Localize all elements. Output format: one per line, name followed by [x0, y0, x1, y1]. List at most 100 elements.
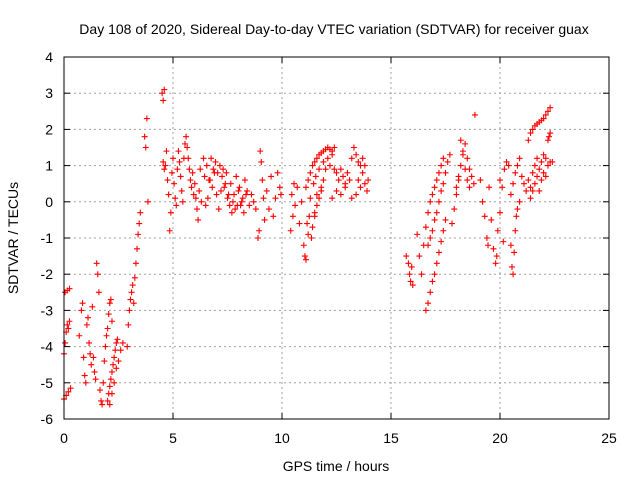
data-point [177, 173, 184, 180]
data-point [79, 300, 86, 307]
data-point [268, 173, 275, 180]
data-point [301, 253, 308, 260]
data-point [438, 162, 445, 169]
data-point [529, 126, 536, 133]
data-point [403, 253, 410, 260]
data-point [529, 169, 536, 176]
data-point [67, 385, 74, 392]
grid-lines [64, 57, 609, 419]
data-point [166, 227, 173, 234]
data-point [83, 321, 90, 328]
data-point [479, 198, 486, 205]
data-point [213, 191, 220, 198]
x-tick-label: 5 [169, 430, 177, 446]
data-point [221, 184, 228, 191]
data-point [449, 220, 456, 227]
data-point [311, 158, 318, 165]
data-point [210, 166, 217, 173]
data-point [514, 162, 521, 169]
data-point [444, 158, 451, 165]
data-point [127, 296, 134, 303]
data-point [333, 169, 340, 176]
data-point [547, 104, 554, 111]
data-point [119, 339, 126, 346]
data-point [108, 390, 115, 397]
data-point [425, 242, 432, 249]
data-point [406, 271, 413, 278]
data-point [326, 162, 333, 169]
data-point [142, 144, 149, 151]
data-point [494, 227, 501, 234]
data-point [215, 206, 222, 213]
data-point [216, 162, 223, 169]
data-point [106, 401, 113, 408]
data-point [290, 180, 297, 187]
data-point [505, 162, 512, 169]
data-point [64, 321, 71, 328]
y-tick-label: 1 [45, 158, 53, 174]
data-point [309, 162, 316, 169]
data-point [108, 318, 115, 325]
data-point [134, 245, 141, 252]
data-point [203, 162, 210, 169]
data-point [115, 358, 122, 365]
data-point [106, 383, 113, 390]
data-point [243, 191, 250, 198]
data-point [438, 238, 445, 245]
data-point [202, 202, 209, 209]
data-point [316, 166, 323, 173]
data-point [183, 133, 190, 140]
data-point [540, 169, 547, 176]
data-point [189, 169, 196, 176]
data-point [208, 155, 215, 162]
data-point [160, 97, 167, 104]
data-point [464, 155, 471, 162]
data-point [311, 213, 318, 220]
data-point [111, 354, 118, 361]
data-point [252, 206, 259, 213]
data-point [102, 343, 109, 350]
data-point [294, 184, 301, 191]
data-point [422, 307, 429, 314]
data-point [241, 177, 248, 184]
data-point [128, 289, 135, 296]
data-point [257, 148, 264, 155]
data-point [161, 86, 168, 93]
data-point [287, 227, 294, 234]
data-point [331, 166, 338, 173]
data-point [346, 177, 353, 184]
y-tick-label: -5 [41, 375, 54, 391]
data-point [107, 376, 114, 383]
data-point [181, 140, 188, 147]
data-point [205, 177, 212, 184]
data-point [222, 180, 229, 187]
data-point [536, 166, 543, 173]
data-point [255, 235, 262, 241]
data-point [272, 195, 279, 202]
data-point [225, 191, 232, 198]
data-point [276, 184, 283, 191]
data-point [195, 216, 202, 223]
data-point [510, 180, 517, 187]
data-point [192, 195, 199, 202]
data-point [408, 263, 415, 270]
data-point [305, 231, 312, 238]
y-tick-label: 2 [45, 121, 53, 137]
data-point [101, 358, 108, 365]
data-point [540, 151, 547, 158]
data-point [442, 216, 449, 223]
data-point [238, 198, 245, 205]
data-point [431, 184, 438, 191]
data-point [329, 195, 336, 202]
data-point [105, 311, 112, 318]
data-point [433, 177, 440, 184]
data-point [234, 202, 241, 209]
data-point [302, 184, 309, 191]
data-point [304, 220, 311, 227]
data-point [337, 166, 344, 173]
data-point [342, 184, 349, 191]
data-point [486, 184, 493, 191]
data-point [175, 148, 182, 155]
data-point [361, 162, 368, 169]
data-point [527, 130, 534, 137]
